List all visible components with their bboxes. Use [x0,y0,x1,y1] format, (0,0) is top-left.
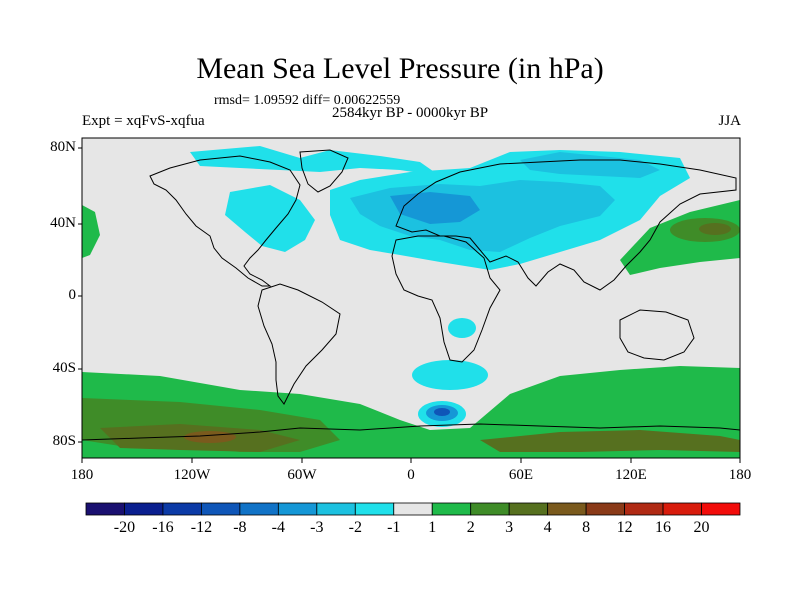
colorbar-swatch [585,502,625,516]
rmsd-diff-stats: rmsd= 1.09592 diff= 0.00622559 [214,93,401,108]
colorbar-swatch [277,502,318,516]
anomaly-region-south-atlantic [412,360,488,390]
experiment-label: Expt = xqFvS-xqfua [82,113,205,129]
colorbar-label: -3 [310,519,324,536]
anomaly-region-antarctic-peak [184,431,236,443]
lat-label-80s: 80S [52,433,76,449]
map-title: Mean Sea Level Pressure (in hPa) [196,52,604,85]
coast-africa [391,235,501,363]
coast-antarctica [82,423,740,441]
lon-label-180w: 180 [70,467,94,483]
colorbar-swatch [124,502,164,516]
lon-label-180e: 180 [728,467,752,483]
coast-north-america [149,155,301,287]
colorbar-label: -20 [113,519,136,536]
colorbar-label: -4 [271,519,285,536]
colorbar-label: -8 [233,519,247,536]
anomaly-region-weddell-core [434,408,450,416]
colorbar-label: 4 [543,519,552,536]
anomaly-region-arctic [190,146,440,176]
coast-australia [619,309,695,361]
colorbar-swatch [85,502,125,516]
colorbar-swatch [624,502,664,516]
colorbar-label: -1 [387,519,401,536]
coastlines [82,149,740,441]
colorbar-swatch [431,502,472,516]
anomaly-region-na-east [225,185,315,252]
colorbar-swatch [354,502,395,516]
lon-label-120w: 120W [173,467,211,483]
lon-label-60w: 60W [287,467,317,483]
lat-ticks [78,147,82,443]
colorbar-label: 12 [616,519,633,536]
colorbar-label: 20 [693,519,710,536]
anomaly-region-ne-pacific-edge [82,205,100,258]
colorbar-swatch [547,502,587,516]
colorbar [85,502,741,516]
lat-label-40n: 40N [50,215,76,231]
coast-south-america [257,283,341,405]
colorbar-swatch [201,502,241,516]
lon-ticks [81,458,741,463]
colorbar-label: -16 [152,519,174,536]
lat-label-80n: 80N [50,139,76,155]
anomaly-region-southern-africa [448,318,476,338]
season-label: JJA [718,113,741,129]
colorbar-label: 3 [505,519,514,536]
colorbar-swatch [470,502,510,516]
anomaly-region-europe-core [390,192,480,224]
colorbar-label: 1 [428,519,437,536]
anomaly-region-nw-pacific-peak [699,223,731,235]
lat-label-0: 0 [68,287,77,303]
colorbar-swatch [508,502,549,516]
colorbar-label: 16 [655,519,672,536]
colorbar-swatch [662,502,702,516]
colorbar-label: 2 [466,519,475,536]
colorbar-label: 8 [582,519,591,536]
period-subtitle: 2584kyr BP - 0000kyr BP [331,105,489,121]
colorbar-label: -2 [348,519,362,536]
lon-label-60e: 60E [508,467,534,483]
coast-greenland [299,149,349,193]
lat-label-40s: 40S [52,360,76,376]
colorbar-swatch [162,502,202,516]
lon-label-120e: 120E [615,467,647,483]
lon-label-0: 0 [407,467,415,483]
anomaly-region-siberia [520,152,660,178]
coast-eurasia [395,159,737,291]
anomaly-region-east-antarctica [480,430,740,452]
colorbar-swatch [239,502,279,516]
pressure-anomaly-field [82,146,740,458]
colorbar-label: -12 [190,519,213,536]
colorbar-swatch [393,502,433,516]
colorbar-swatch [701,502,741,516]
colorbar-swatch [316,502,356,516]
